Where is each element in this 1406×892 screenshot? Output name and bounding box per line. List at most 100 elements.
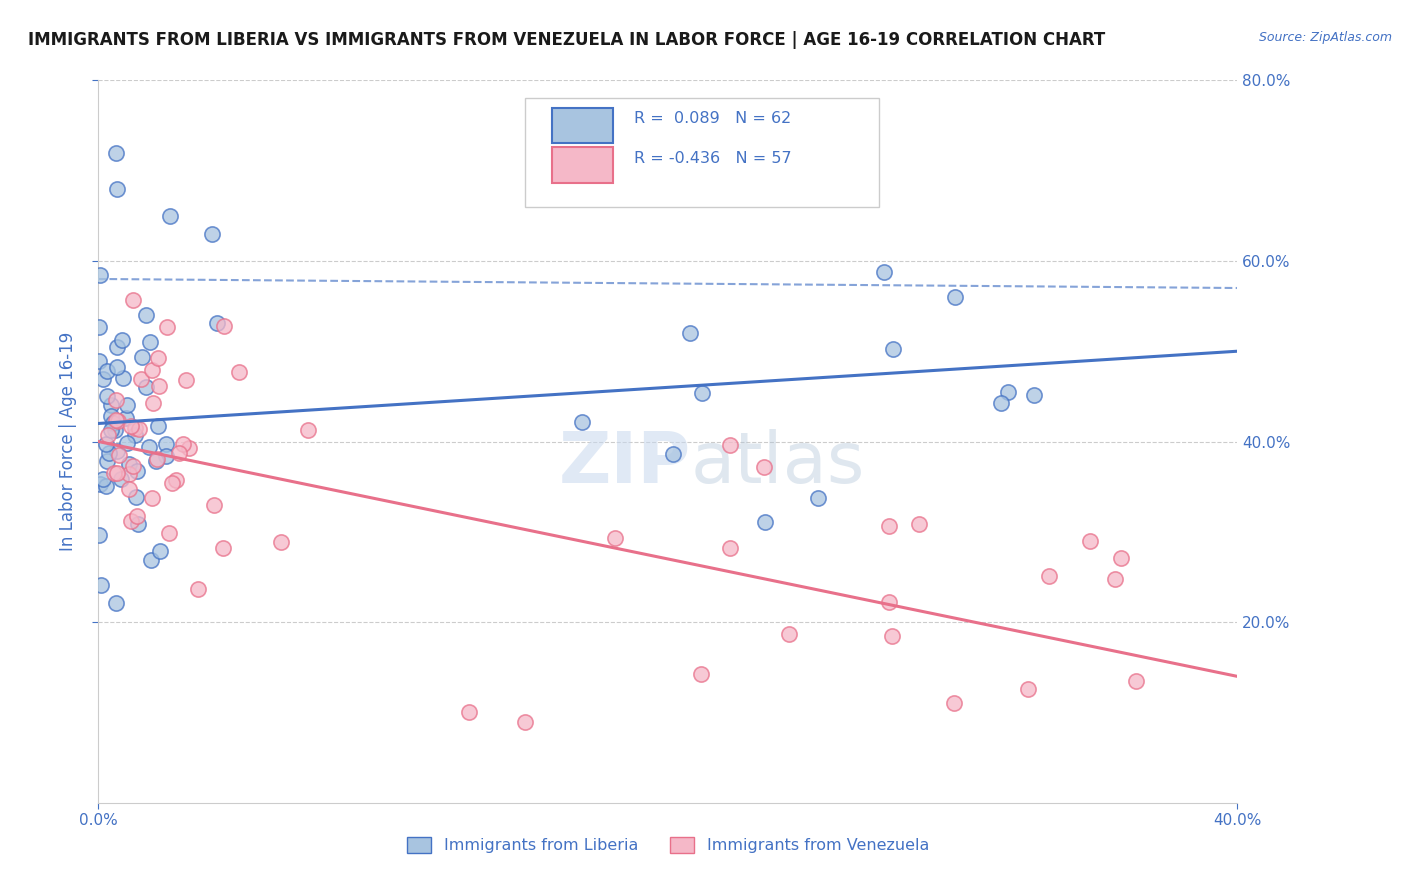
- Point: [205, 316, 228, 330]
- Point: [131, 350, 153, 364]
- Point: [270, 535, 292, 549]
- Point: [120, 514, 142, 528]
- Point: [877, 519, 900, 533]
- Text: Source: ZipAtlas.com: Source: ZipAtlas.com: [1258, 31, 1392, 45]
- Point: [89, 354, 111, 368]
- Point: [297, 423, 319, 437]
- Point: [162, 476, 184, 491]
- Text: R =  0.089   N = 62: R = 0.089 N = 62: [634, 111, 792, 126]
- Point: [100, 423, 122, 437]
- Point: [1125, 673, 1147, 688]
- Point: [212, 319, 235, 334]
- Point: [155, 437, 177, 451]
- Point: [997, 384, 1019, 399]
- Point: [882, 342, 904, 356]
- Point: [1109, 550, 1132, 565]
- Point: [96, 479, 118, 493]
- Point: [661, 447, 683, 461]
- Point: [96, 389, 118, 403]
- Point: [115, 410, 138, 425]
- Point: [187, 582, 209, 597]
- Point: [138, 441, 160, 455]
- Text: ZIP: ZIP: [558, 429, 690, 498]
- Point: [990, 396, 1012, 410]
- Legend: Immigrants from Liberia, Immigrants from Venezuela: Immigrants from Liberia, Immigrants from…: [401, 830, 935, 860]
- Point: [135, 308, 157, 322]
- Point: [201, 227, 224, 241]
- Point: [105, 444, 128, 458]
- Point: [943, 290, 966, 304]
- Point: [603, 531, 626, 545]
- Point: [90, 577, 112, 591]
- Point: [872, 265, 894, 279]
- Point: [679, 326, 702, 340]
- Point: [778, 627, 800, 641]
- Point: [146, 418, 169, 433]
- Y-axis label: In Labor Force | Age 16-19: In Labor Force | Age 16-19: [59, 332, 77, 551]
- Point: [118, 483, 141, 497]
- Point: [124, 421, 146, 435]
- Point: [718, 438, 741, 452]
- Point: [807, 491, 830, 506]
- Point: [105, 340, 128, 354]
- Point: [690, 666, 713, 681]
- Point: [138, 334, 160, 349]
- Text: atlas: atlas: [690, 429, 865, 498]
- Point: [228, 366, 250, 380]
- Point: [127, 508, 149, 523]
- Point: [104, 596, 127, 610]
- Point: [107, 467, 129, 481]
- Point: [1038, 569, 1060, 583]
- Point: [141, 363, 163, 377]
- Point: [155, 319, 177, 334]
- Point: [111, 371, 134, 385]
- Point: [104, 423, 127, 437]
- Point: [148, 379, 170, 393]
- Point: [149, 543, 172, 558]
- Point: [89, 477, 111, 491]
- Point: [1078, 534, 1101, 549]
- Point: [129, 372, 152, 386]
- Point: [128, 421, 150, 435]
- Point: [118, 457, 141, 471]
- Point: [105, 392, 128, 407]
- Point: [1022, 388, 1045, 402]
- Point: [96, 454, 118, 468]
- Point: [121, 293, 143, 308]
- Point: [105, 182, 128, 196]
- Point: [105, 359, 128, 374]
- Point: [145, 454, 167, 468]
- Point: [177, 441, 200, 455]
- Point: [877, 595, 900, 609]
- Point: [125, 464, 148, 478]
- Point: [115, 435, 138, 450]
- Point: [100, 409, 122, 423]
- Point: [139, 553, 162, 567]
- Point: [146, 452, 169, 467]
- Point: [211, 541, 233, 556]
- Text: R = -0.436   N = 57: R = -0.436 N = 57: [634, 151, 792, 166]
- FancyBboxPatch shape: [551, 147, 613, 183]
- Point: [91, 372, 114, 386]
- Point: [157, 526, 180, 541]
- Text: IMMIGRANTS FROM LIBERIA VS IMMIGRANTS FROM VENEZUELA IN LABOR FORCE | AGE 16-19 : IMMIGRANTS FROM LIBERIA VS IMMIGRANTS FR…: [28, 31, 1105, 49]
- Point: [125, 491, 148, 505]
- Point: [142, 395, 165, 409]
- Point: [752, 459, 775, 474]
- Point: [91, 472, 114, 486]
- Point: [141, 491, 163, 505]
- Point: [104, 145, 127, 160]
- Point: [121, 459, 143, 474]
- Point: [107, 448, 129, 462]
- Point: [103, 466, 125, 480]
- Point: [127, 517, 149, 532]
- Point: [1017, 681, 1039, 696]
- Point: [100, 398, 122, 412]
- Point: [110, 472, 132, 486]
- Point: [89, 319, 111, 334]
- Point: [1104, 572, 1126, 586]
- Point: [943, 697, 966, 711]
- Point: [165, 473, 187, 487]
- Point: [104, 413, 127, 427]
- Point: [135, 380, 157, 394]
